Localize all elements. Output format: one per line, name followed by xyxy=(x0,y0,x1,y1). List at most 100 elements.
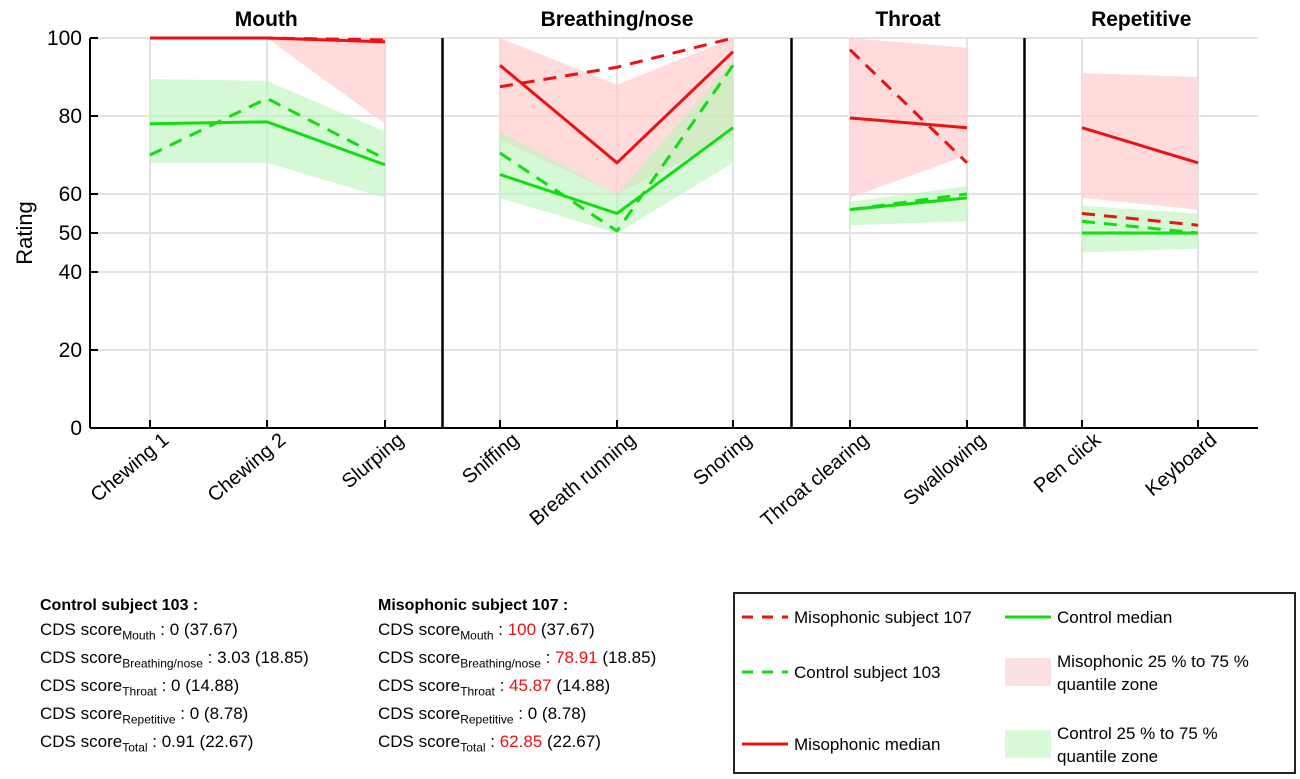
cds-score-label: CDS score xyxy=(40,732,123,751)
cds-score-separator: : xyxy=(494,676,510,695)
group-title: Mouth xyxy=(235,8,298,31)
x-tick-label: Slurping xyxy=(338,429,408,493)
cds-score-reference: (14.88) xyxy=(180,676,240,695)
legend-swatch xyxy=(1005,730,1051,758)
cds-score-category: Breathing/nose xyxy=(122,656,203,671)
cds-score-row: CDS scoreBreathing/nose : 78.91 (18.85) xyxy=(378,646,656,674)
series-line xyxy=(150,36,386,44)
cds-score-reference: (37.67) xyxy=(536,620,595,639)
y-axis-label: Rating xyxy=(12,201,37,265)
series-line xyxy=(848,48,969,164)
y-tick-label: 20 xyxy=(59,339,82,362)
cds-score-label: CDS score xyxy=(378,676,461,695)
cds-score-separator: : xyxy=(147,732,162,751)
cds-score-value: 45.87 xyxy=(509,676,552,695)
control-scores-heading: Control subject 103 : xyxy=(40,597,199,614)
cds-score-row: CDS scoreRepetitive : 0 (8.78) xyxy=(378,702,656,730)
cds-score-separator: : xyxy=(175,704,190,723)
cds-score-label: CDS score xyxy=(40,648,123,667)
x-tick-label: Throat clearing xyxy=(757,429,873,532)
cds-score-reference: (22.67) xyxy=(194,732,254,751)
cds-score-category: Total xyxy=(460,740,486,755)
y-tick-label: 40 xyxy=(59,261,82,284)
legend-label: Misophonic 25 % to 75 % xyxy=(1057,652,1249,671)
cds-score-category: Breathing/nose xyxy=(460,656,541,671)
cds-score-label: CDS score xyxy=(40,676,123,695)
cds-score-separator: : xyxy=(155,620,170,639)
cds-score-value: 3.03 xyxy=(217,648,251,667)
legend-label: quantile zone xyxy=(1057,747,1158,766)
series-line xyxy=(499,50,735,165)
legend-label: quantile zone xyxy=(1057,675,1158,694)
cds-score-row: CDS scoreThroat : 0 (14.88) xyxy=(40,674,309,702)
cds-score-value: 78.91 xyxy=(555,648,598,667)
cds-score-row: CDS scoreRepetitive : 0 (8.78) xyxy=(40,702,309,730)
series-line xyxy=(849,192,968,212)
cds-score-label: CDS score xyxy=(40,704,123,723)
cds-score-value: 0.91 xyxy=(161,732,195,751)
cds-score-category: Mouth xyxy=(122,628,156,643)
x-tick-label: Sniffing xyxy=(458,429,523,489)
series-line xyxy=(849,116,968,130)
legend-label: Misophonic subject 107 xyxy=(794,608,972,627)
cds-score-separator: : xyxy=(540,648,556,667)
series-line xyxy=(499,64,735,233)
cds-score-separator: : xyxy=(513,704,528,723)
series-line xyxy=(149,120,386,167)
misophonic-scores-panel: Misophonic subject 107 : CDS scoreMouth … xyxy=(378,597,656,758)
cds-score-value: 62.85 xyxy=(499,732,543,751)
legend-label: Control subject 103 xyxy=(794,663,940,682)
cds-score-value: 0 xyxy=(169,620,180,639)
series-line xyxy=(1081,219,1199,235)
group-title: Breathing/nose xyxy=(541,8,694,31)
y-tick-label: 0 xyxy=(70,417,82,440)
cds-score-label: CDS score xyxy=(378,648,461,667)
cds-score-row: CDS scoreThroat : 45.87 (14.88) xyxy=(378,674,656,702)
group-title: Throat xyxy=(875,8,940,31)
cds-score-value: 0 xyxy=(171,676,181,695)
quantile-band xyxy=(1082,73,1198,210)
quantile-band xyxy=(850,38,967,198)
cds-score-row: CDS scoreTotal : 62.85 (22.67) xyxy=(378,730,656,758)
cds-score-separator: : xyxy=(493,620,508,639)
misophonic-scores-heading: Misophonic subject 107 : xyxy=(378,597,569,614)
x-tick-label: Chewing 1 xyxy=(87,429,174,507)
cds-score-label: CDS score xyxy=(378,620,461,639)
legend-label: Control median xyxy=(1057,608,1172,627)
x-tick-label: Swallowing xyxy=(899,429,990,510)
cds-score-value: 0 xyxy=(189,704,200,723)
quantile-band xyxy=(850,186,967,226)
cds-score-reference: (8.78) xyxy=(537,704,587,723)
cds-score-reference: (14.88) xyxy=(551,676,611,695)
cds-score-label: CDS score xyxy=(378,704,461,723)
x-tick-label: Keyboard xyxy=(1141,429,1221,501)
y-tick-label: 100 xyxy=(47,27,82,50)
cds-score-label: CDS score xyxy=(378,732,461,751)
y-tick-label: 60 xyxy=(59,183,82,206)
x-tick-label: Chewing 2 xyxy=(204,429,291,507)
cds-score-reference: (37.67) xyxy=(179,620,238,639)
y-tick-label: 50 xyxy=(59,222,82,245)
series-line xyxy=(849,196,968,212)
cds-score-row: CDS scoreMouth : 100 (37.67) xyxy=(378,618,656,646)
cds-score-row: CDS scoreTotal : 0.91 (22.67) xyxy=(40,730,309,758)
cds-score-reference: (18.85) xyxy=(250,648,309,667)
control-score-rows: CDS scoreMouth : 0 (37.67) CDS scoreBreat… xyxy=(40,618,309,758)
misophonic-score-rows: CDS scoreMouth : 100 (37.67) CDS scoreBre… xyxy=(378,618,656,758)
cds-score-category: Mouth xyxy=(460,628,494,643)
quantile-band xyxy=(150,38,385,124)
cds-score-category: Repetitive xyxy=(460,712,514,727)
cds-score-category: Throat xyxy=(460,684,495,699)
cds-score-category: Throat xyxy=(122,684,157,699)
cds-score-separator: : xyxy=(156,676,172,695)
control-scores-panel: Control subject 103 : CDS scoreMouth : 0… xyxy=(40,597,309,758)
cds-score-separator: : xyxy=(202,648,218,667)
legend-label: Control 25 % to 75 % xyxy=(1057,724,1218,743)
series-line xyxy=(499,36,734,89)
quantile-band xyxy=(150,78,385,198)
cds-score-separator: : xyxy=(485,732,500,751)
legend-label: Misophonic median xyxy=(794,735,940,754)
cds-score-row: CDS scoreMouth : 0 (37.67) xyxy=(40,618,309,646)
cds-score-value: 0 xyxy=(527,704,538,723)
